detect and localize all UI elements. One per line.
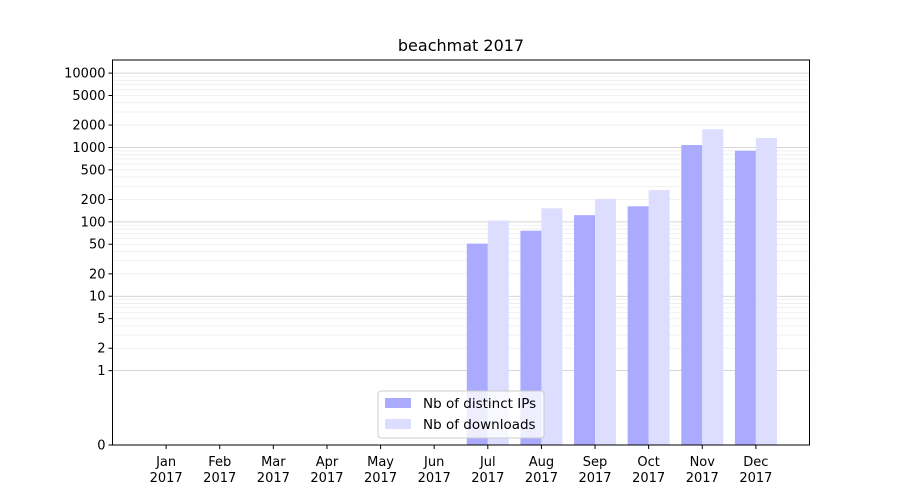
- y-tick-label: 500: [81, 163, 106, 178]
- x-tick-month: Mar: [261, 455, 286, 470]
- y-tick-label: 1000: [72, 141, 105, 156]
- x-tick-label: Oct 2017: [632, 455, 665, 486]
- x-tick-year: 2017: [525, 471, 558, 486]
- bar-downloads: [487, 220, 509, 445]
- bar-downloads: [595, 198, 617, 445]
- chart-title: beachmat 2017: [398, 36, 524, 55]
- x-tick-label: Mar 2017: [257, 455, 290, 486]
- x-tick-month: Jan: [155, 455, 176, 470]
- bar-downloads: [541, 208, 563, 445]
- x-tick-month: Sep: [583, 455, 608, 470]
- x-tick-month: Dec: [743, 455, 768, 470]
- x-tick-month: May: [367, 455, 394, 470]
- bar-distinct-ips: [627, 206, 649, 445]
- bar-distinct-ips: [574, 215, 596, 445]
- x-tick-year: 2017: [310, 471, 343, 486]
- bar-downloads: [648, 190, 670, 445]
- x-tick-month: Oct: [637, 455, 659, 470]
- bar-downloads: [755, 137, 777, 445]
- x-tick-month: Nov: [690, 455, 716, 470]
- y-axis: 0 1 2 5 10 20 50 100 200 500 1000 2000 5000 10000: [64, 67, 113, 454]
- plot-frame: [112, 59, 810, 446]
- x-tick-label: Jan 2017: [150, 455, 183, 486]
- x-tick-label: Feb 2017: [203, 455, 236, 486]
- x-tick-month: Apr: [316, 455, 339, 470]
- x-tick-year: 2017: [739, 471, 772, 486]
- y-tick-label: 5: [97, 312, 105, 327]
- y-tick-label: 2: [97, 342, 105, 357]
- x-tick-year: 2017: [364, 471, 397, 486]
- y-tick-label: 10: [89, 290, 106, 305]
- x-tick-month: Feb: [208, 455, 231, 470]
- y-tick-label: 50: [89, 238, 106, 253]
- y-tick-label: 0: [97, 439, 105, 454]
- y-tick-label: 200: [81, 193, 106, 208]
- x-tick-month: Aug: [529, 455, 554, 470]
- bar-distinct-ips: [734, 150, 756, 445]
- legend-swatch-downloads: [385, 419, 411, 429]
- y-tick-label: 5000: [72, 89, 105, 104]
- x-tick-label: Aug 2017: [525, 455, 558, 486]
- x-tick-label: Sep 2017: [578, 455, 611, 486]
- x-tick-year: 2017: [150, 471, 183, 486]
- x-tick-label: Jul 2017: [471, 455, 504, 486]
- legend: Nb of distinct IPs Nb of downloads: [377, 390, 545, 439]
- x-tick-label: May 2017: [364, 455, 397, 486]
- x-tick-year: 2017: [632, 471, 665, 486]
- x-tick-year: 2017: [578, 471, 611, 486]
- legend-label-distinct-ips: Nb of distinct IPs: [423, 396, 536, 412]
- x-tick-year: 2017: [418, 471, 451, 486]
- x-tick-year: 2017: [471, 471, 504, 486]
- bar-distinct-ips: [681, 144, 703, 445]
- x-tick-label: Jun 2017: [418, 455, 451, 486]
- legend-label-downloads: Nb of downloads: [423, 417, 536, 433]
- x-tick-year: 2017: [686, 471, 719, 486]
- x-tick-month: Jun: [423, 455, 444, 470]
- x-tick-month: Jul: [479, 455, 496, 470]
- x-tick-year: 2017: [203, 471, 236, 486]
- y-tick-label: 1: [97, 364, 105, 379]
- x-tick-year: 2017: [257, 471, 290, 486]
- legend-box: [377, 390, 545, 439]
- bar-downloads: [702, 129, 724, 445]
- y-tick-label: 100: [81, 215, 106, 230]
- y-tick-label: 10000: [64, 67, 105, 82]
- x-tick-label: Dec 2017: [739, 455, 772, 486]
- legend-swatch-distinct-ips: [385, 398, 411, 408]
- y-tick-label: 20: [89, 267, 106, 282]
- x-tick-label: Apr 2017: [310, 455, 343, 486]
- y-tick-label: 2000: [72, 119, 105, 134]
- x-tick-label: Nov 2017: [686, 455, 719, 486]
